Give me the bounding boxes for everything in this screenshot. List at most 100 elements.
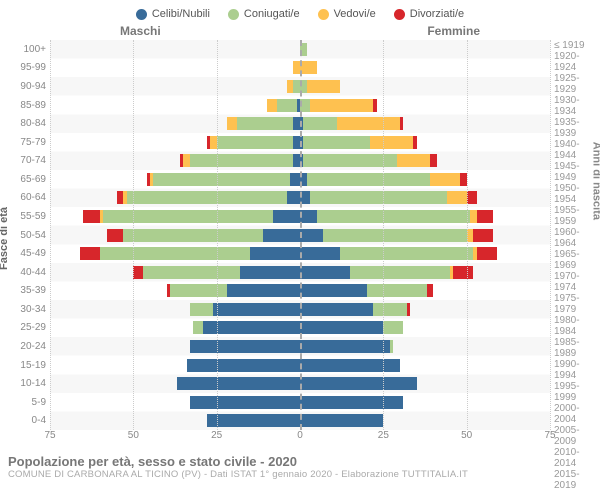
age-label: 30-34 [0, 300, 46, 319]
bar-segment [350, 266, 450, 279]
x-tick: 50 [128, 430, 139, 441]
legend-item: Coniugati/e [228, 8, 300, 20]
bar-segment [143, 266, 240, 279]
x-tick: 25 [211, 430, 222, 441]
bar-segment [123, 229, 263, 242]
x-tick: 50 [461, 430, 472, 441]
x-axis: 7550250255075 [50, 430, 550, 448]
x-tick: 75 [544, 430, 555, 441]
bar-segment [300, 61, 317, 74]
legend-swatch [136, 9, 147, 20]
bar-segment [227, 284, 300, 297]
bar-segment [413, 136, 416, 149]
year-label: 1920-1924 [554, 51, 600, 73]
bar-female [300, 359, 550, 372]
age-label: 25-29 [0, 319, 46, 338]
bar-male [50, 396, 300, 409]
grid-line [467, 40, 468, 430]
bar-segment [237, 117, 294, 130]
age-label: 60-64 [0, 189, 46, 208]
bar-segment [293, 80, 300, 93]
bar-segment [293, 136, 300, 149]
bar-segment [117, 191, 124, 204]
bar-male [50, 340, 300, 353]
grid-line [217, 40, 218, 430]
bar-segment [227, 117, 237, 130]
y-axis-left-title: Fasce di età [0, 207, 10, 270]
bar-segment [460, 173, 467, 186]
legend-swatch [394, 9, 405, 20]
bar-segment [103, 210, 273, 223]
bar-segment [293, 117, 300, 130]
bar-segment [400, 117, 403, 130]
grid-line [383, 40, 384, 430]
chart-title: Popolazione per età, sesso e stato civil… [8, 454, 592, 469]
bar-female [300, 377, 550, 390]
bar-segment [100, 247, 250, 260]
bar-segment [263, 229, 300, 242]
bar-male [50, 117, 300, 130]
age-label: 90-94 [0, 77, 46, 96]
bar-segment [373, 99, 376, 112]
center-line [300, 40, 302, 430]
bar-segment [300, 359, 400, 372]
year-label: 1990-1994 [554, 359, 600, 381]
age-label: 95-99 [0, 59, 46, 78]
bar-segment [207, 414, 300, 427]
bar-segment [477, 210, 494, 223]
year-label: 2000-2004 [554, 403, 600, 425]
plot-area [50, 40, 550, 430]
bar-segment [133, 266, 143, 279]
bar-segment [267, 99, 277, 112]
bar-segment [300, 414, 383, 427]
bar-segment [83, 210, 100, 223]
bar-segment [287, 80, 294, 93]
year-label: 2005-2009 [554, 425, 600, 447]
bar-segment [250, 247, 300, 260]
bar-segment [397, 154, 430, 167]
legend: Celibi/NubiliConiugati/eVedovi/eDivorzia… [0, 0, 600, 24]
bar-segment [190, 154, 293, 167]
bar-segment [390, 340, 393, 353]
bar-male [50, 284, 300, 297]
grid-line [50, 40, 51, 430]
bar-segment [170, 284, 227, 297]
legend-swatch [228, 9, 239, 20]
year-label: 1975-1979 [554, 293, 600, 315]
bar-segment [153, 173, 290, 186]
bar-segment [273, 210, 300, 223]
grid-line [133, 40, 134, 430]
x-tick: 25 [378, 430, 389, 441]
bar-female [300, 43, 550, 56]
bar-male [50, 303, 300, 316]
bar-male [50, 321, 300, 334]
bar-segment [300, 396, 403, 409]
year-label: 1965-1969 [554, 249, 600, 271]
bar-female [300, 173, 550, 186]
bar-segment [470, 210, 477, 223]
bar-male [50, 210, 300, 223]
legend-item: Divorziati/e [394, 8, 464, 20]
bar-segment [300, 284, 367, 297]
bar-male [50, 61, 300, 74]
bar-segment [240, 266, 300, 279]
bar-segment [300, 321, 383, 334]
chart-container: Celibi/NubiliConiugati/eVedovi/eDivorzia… [0, 0, 600, 500]
bar-male [50, 266, 300, 279]
bar-segment [310, 99, 373, 112]
bar-female [300, 117, 550, 130]
bar-segment [407, 303, 410, 316]
bar-segment [300, 247, 340, 260]
bar-female [300, 396, 550, 409]
age-label: 35-39 [0, 282, 46, 301]
bar-segment [307, 80, 340, 93]
bar-female [300, 321, 550, 334]
age-label: 10-14 [0, 374, 46, 393]
year-label: 1935-1939 [554, 117, 600, 139]
bar-male [50, 154, 300, 167]
bar-segment [183, 154, 190, 167]
bar-segment [370, 136, 413, 149]
bar-female [300, 303, 550, 316]
bar-male [50, 80, 300, 93]
age-label: 75-79 [0, 133, 46, 152]
